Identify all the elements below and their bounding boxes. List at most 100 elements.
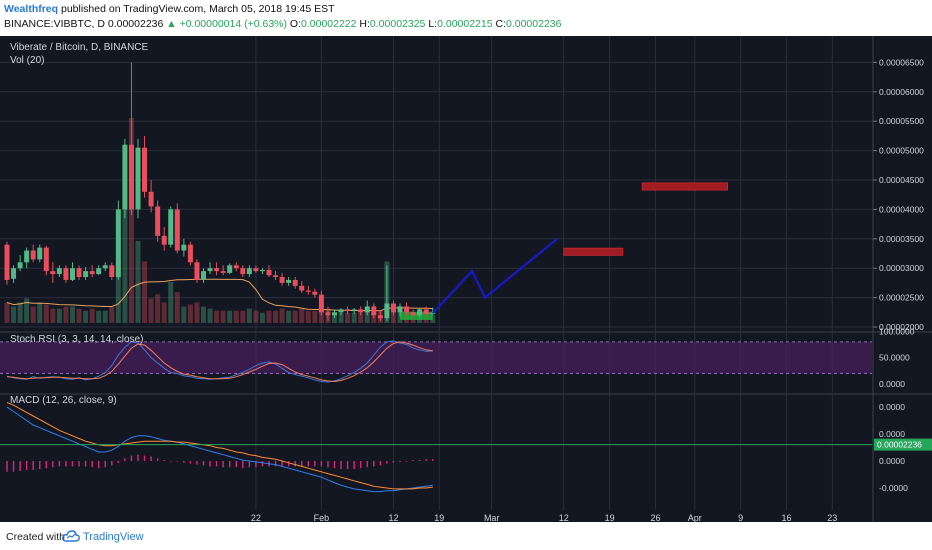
volume-bar: [266, 310, 272, 323]
macd-histogram-bar: [222, 461, 224, 468]
chart-canvas[interactable]: 0.00006500 0.00006000 0.00005500 0.00005000…: [0, 36, 932, 522]
candle-body: [220, 271, 226, 273]
candle-body: [404, 306, 410, 313]
volume-bar: [168, 282, 174, 323]
close-value: 0.00002236: [506, 18, 562, 30]
macd-histogram-bar: [150, 456, 152, 461]
candle-body: [142, 147, 148, 192]
price-tick-label: 0.00003000: [879, 263, 924, 273]
macd-histogram-bar: [137, 454, 139, 461]
candle-body: [4, 244, 10, 280]
volume-bar: [286, 310, 292, 323]
price-tick-label: 0.00004000: [879, 204, 924, 214]
candle-body: [371, 306, 377, 316]
macd-histogram-bar: [294, 461, 296, 467]
volume-bar: [174, 292, 180, 323]
macd-tick-label: 0.0000: [879, 456, 905, 466]
price-tick-label: 0.00002500: [879, 293, 924, 303]
volume-bar: [63, 306, 69, 323]
candle-body: [312, 291, 318, 295]
candle-body: [89, 271, 95, 275]
stoch-tick-label: 0.0000: [879, 379, 905, 389]
symbol-name: BINANCE:VIBBTC, D: [4, 18, 105, 30]
macd-histogram-bar: [255, 461, 257, 468]
macd-histogram-bar: [287, 461, 290, 467]
candle-body: [115, 209, 121, 278]
candle-body: [122, 144, 128, 210]
macd-histogram-bar: [65, 461, 67, 467]
low-value: 0.00002215: [437, 18, 493, 30]
macd-histogram-bar: [327, 461, 329, 468]
macd-histogram-bar: [202, 461, 205, 466]
candle-body: [397, 306, 403, 313]
author-link[interactable]: Wealthfreq: [4, 3, 59, 15]
macd-histogram-bar: [52, 461, 54, 468]
volume-bar: [292, 310, 298, 323]
candle-body: [135, 147, 141, 210]
open-value: 0.00002222: [301, 18, 357, 30]
volume-bar: [122, 159, 128, 323]
candle-body: [227, 265, 233, 273]
time-axis[interactable]: 22 Feb 12 19 Mar 12 19 26 Apr 9 16 23: [251, 513, 837, 522]
macd-histogram-bar: [340, 461, 342, 470]
macd-histogram-bar: [235, 461, 237, 468]
macd-histogram-bar: [196, 461, 198, 465]
macd-histogram-bar: [170, 461, 172, 462]
candle-body: [174, 209, 180, 251]
drawing-zones[interactable]: [400, 182, 728, 320]
symbol-line: BINANCE:VIBBTC, D 0.00002236 ▲ +0.000000…: [4, 18, 561, 30]
candle-body: [17, 262, 23, 269]
projection-drawing[interactable]: [0, 237, 872, 446]
volume-bar: [207, 308, 213, 323]
candle-body: [43, 247, 49, 272]
time-tick-label: Feb: [314, 513, 330, 522]
volume-bar: [17, 302, 23, 323]
volume-bar: [220, 310, 226, 323]
candle-body: [187, 244, 193, 263]
macd-histogram-bar: [78, 461, 80, 467]
publish-header: Wealthfreq published on TradingView.com,…: [0, 0, 932, 36]
volume-bar: [194, 302, 200, 323]
macd-histogram-bar: [91, 461, 93, 468]
price-scales[interactable]: 0.00006500 0.00006000 0.00005500 0.00005000…: [873, 57, 932, 493]
stoch-tick-label: 50.0000: [879, 353, 910, 363]
volume-bar: [96, 310, 102, 323]
macd-histogram-bar: [189, 461, 192, 464]
stoch-tick-label: 100.0000: [879, 326, 915, 336]
macd-histogram-bar: [143, 455, 146, 461]
open-label: O:: [289, 18, 302, 30]
price-tick-label: 0.00006500: [879, 57, 924, 67]
volume-bar: [89, 308, 95, 323]
macd-histogram-bar: [379, 461, 382, 466]
volume-label: Vol (20): [10, 55, 44, 66]
last-price-label: 0.00002236: [877, 440, 922, 450]
macd-histogram-bar: [346, 461, 349, 470]
macd-tick-label: 0.0000: [879, 429, 905, 439]
volume-bar: [102, 310, 108, 323]
tradingview-brand[interactable]: TradingView: [83, 531, 144, 543]
macd-histogram-bar: [228, 461, 231, 468]
macd-histogram-bar: [19, 461, 21, 471]
volume-bar: [240, 310, 246, 323]
support-zone: [400, 311, 433, 320]
macd-histogram-bar: [39, 461, 41, 470]
candle-body: [168, 209, 174, 245]
volume-bar: [305, 310, 311, 323]
volume-bar: [358, 312, 364, 323]
high-value: 0.00002325: [369, 18, 426, 30]
candle-body: [201, 271, 206, 280]
last-price: 0.00002236: [107, 18, 164, 30]
candle-body: [30, 250, 36, 260]
macd-histogram-bar: [183, 461, 185, 463]
published-text: published on TradingView.com, March 05, …: [61, 3, 335, 15]
macd-histogram-bar: [418, 460, 421, 461]
tradingview-cloud-icon: [62, 530, 80, 542]
candle-body: [332, 312, 337, 316]
stoch-rsi-pane: [0, 340, 872, 383]
candle-body: [128, 144, 134, 210]
volume-bar: [227, 310, 233, 323]
candle-body: [345, 309, 351, 312]
volume-bar: [24, 298, 30, 323]
time-tick-label: 9: [738, 513, 743, 522]
macd-histogram-bar: [314, 461, 316, 467]
